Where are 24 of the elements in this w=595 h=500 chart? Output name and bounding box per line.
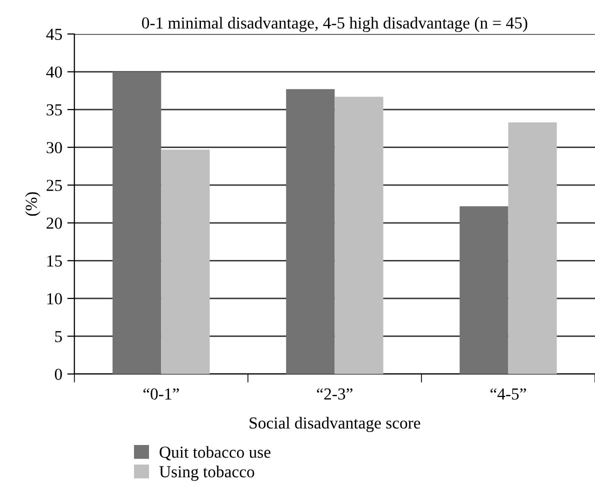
- y-tick-label: 20: [46, 218, 62, 229]
- y-tick-label: 10: [47, 293, 62, 304]
- y-tick-label: 25: [46, 180, 62, 192]
- x-tick-label: “4-5”: [490, 388, 526, 400]
- bar: [508, 122, 557, 374]
- bar: [286, 89, 335, 374]
- bar: [112, 72, 162, 374]
- bar: [161, 150, 210, 374]
- bar: [460, 206, 508, 374]
- bar: [334, 96, 384, 374]
- y-axis-title: (%): [25, 192, 40, 216]
- x-tick-label: “2-3”: [316, 388, 352, 400]
- x-axis-title: Social disadvantage score: [250, 416, 420, 432]
- y-tick-label: 15: [47, 255, 62, 267]
- x-tick-label: “0-1”: [143, 388, 179, 400]
- y-tick-label: 35: [46, 104, 62, 116]
- chart-title: 0-1 minimal disadvantage, 4-5 high disadvantage (n = 45): [142, 16, 528, 32]
- legend-label: Quit tobacco use: [160, 446, 270, 460]
- y-tick-label: 45: [46, 28, 62, 40]
- y-tick-label: 5: [55, 331, 62, 342]
- y-tick-label: 40: [46, 66, 62, 78]
- legend-label: Using tobacco: [159, 466, 254, 481]
- y-tick-label: 0: [54, 368, 62, 380]
- y-tick-label: 30: [46, 142, 62, 154]
